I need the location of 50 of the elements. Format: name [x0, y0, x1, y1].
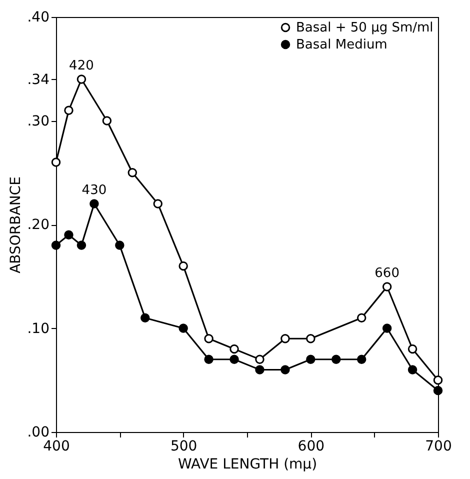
point	[255, 354, 264, 364]
annotation: 430	[82, 182, 107, 198]
y-tick-label: .30	[27, 113, 50, 130]
y-tick-label: .20	[27, 217, 50, 233]
point	[51, 240, 61, 250]
legend-label: Basal + 50 μg Sm/ml	[296, 20, 434, 36]
y-tick-label: .00	[27, 424, 50, 440]
point	[178, 261, 188, 271]
x-axis-title: WAVE LENGTH (mμ)	[178, 456, 318, 472]
point	[204, 334, 214, 344]
point	[90, 199, 99, 208]
point	[76, 74, 86, 84]
point	[306, 334, 316, 344]
x-tick-label: 600	[298, 438, 325, 454]
annotation: 420	[69, 58, 94, 74]
x-tick-label: 500	[170, 438, 198, 454]
point	[433, 376, 443, 385]
y-tick-label: .10	[27, 320, 50, 337]
y-axis-title: ABSORBANCE	[8, 176, 24, 274]
point	[382, 282, 392, 292]
point	[51, 158, 61, 167]
point	[408, 365, 418, 374]
point	[76, 240, 86, 250]
point	[433, 386, 443, 396]
annotation: 660	[374, 266, 400, 281]
x-tick-label: 700	[425, 438, 452, 454]
point	[102, 116, 112, 126]
point	[382, 324, 392, 333]
point	[356, 354, 366, 364]
point	[204, 354, 214, 364]
point	[178, 324, 188, 333]
point	[115, 240, 124, 250]
point	[356, 313, 366, 322]
point	[230, 344, 239, 354]
x-tick-label: 400	[43, 438, 70, 454]
point	[306, 354, 316, 364]
point	[280, 334, 290, 344]
point	[153, 199, 162, 208]
legend-label: Basal Medium	[296, 38, 388, 52]
y-tick-label: .40	[27, 10, 50, 26]
point	[280, 365, 290, 374]
point	[408, 344, 418, 354]
point	[255, 365, 264, 374]
point	[230, 354, 239, 364]
point	[128, 168, 138, 178]
point	[332, 354, 341, 364]
point	[140, 313, 150, 322]
point	[64, 106, 74, 115]
y-tick-label: .34	[27, 72, 50, 88]
point	[64, 230, 74, 240]
